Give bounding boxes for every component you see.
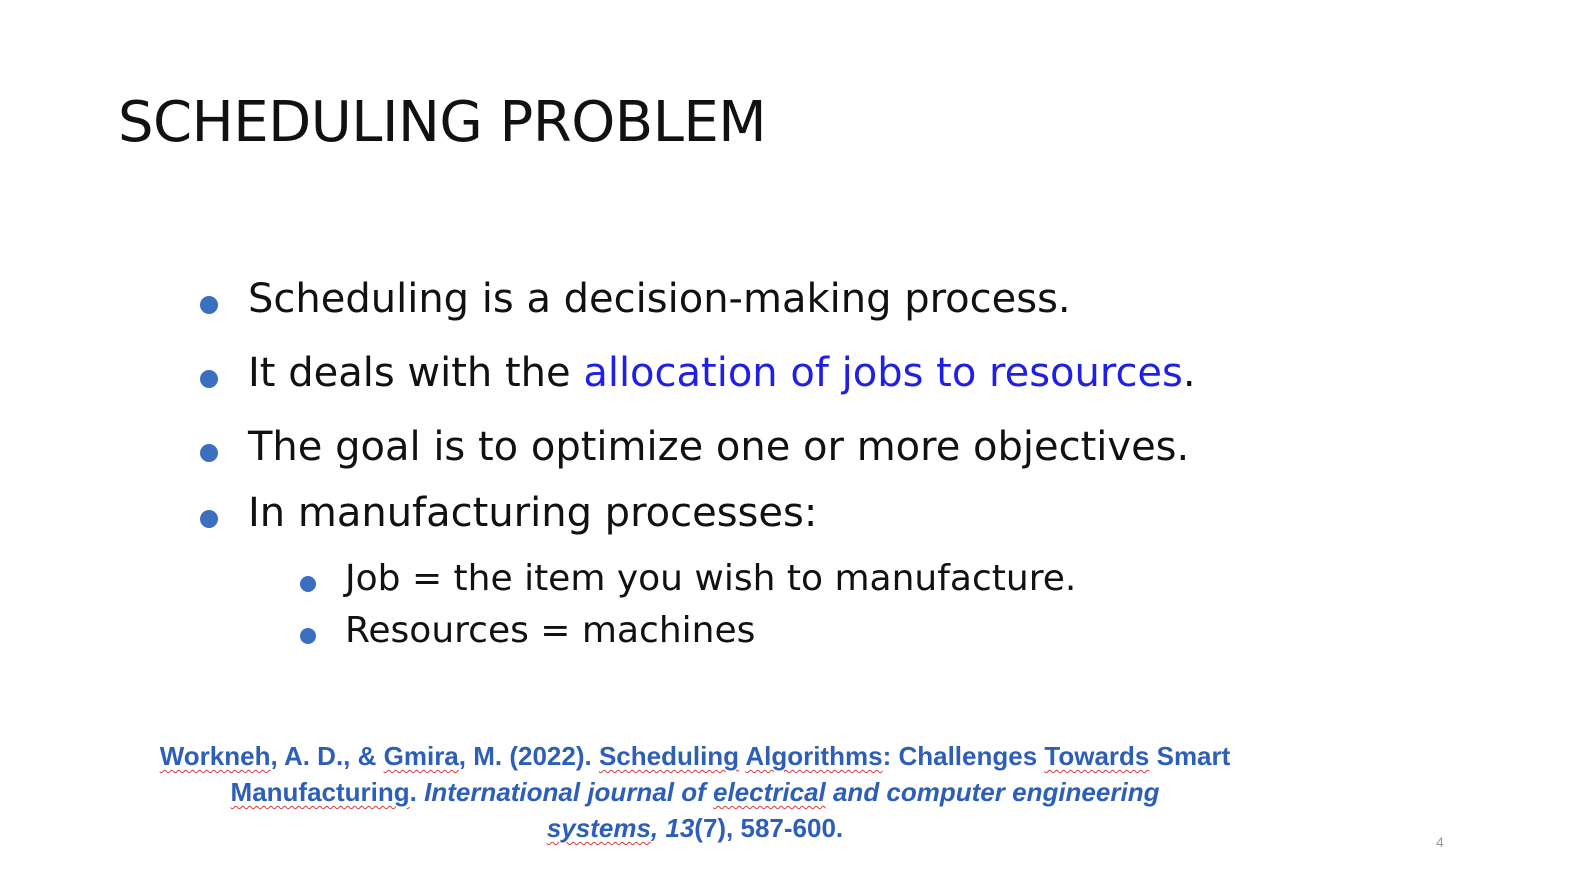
- reference-journal: International journal of: [424, 777, 713, 807]
- reference-journal-word: systems: [546, 813, 651, 843]
- bullet-dot-icon: [200, 444, 218, 462]
- reference-title-word: Algorithms: [745, 741, 883, 771]
- bullet-dot-icon: [200, 296, 218, 314]
- reference-title-word: Manufacturing: [230, 777, 410, 807]
- reference-text: .: [409, 777, 425, 807]
- reference-text: , A. D., &: [270, 741, 384, 771]
- slide-title: SCHEDULING PROBLEM: [118, 90, 767, 155]
- reference-citation: Workneh, A. D., & Gmira, M. (2022). Sche…: [60, 738, 1330, 846]
- reference-journal-word: electrical: [713, 777, 826, 807]
- reference-title-word: Towards: [1044, 741, 1150, 771]
- bullet-text: In manufacturing processes:: [248, 490, 818, 536]
- bullet-text: The goal is to optimize one or more obje…: [248, 424, 1190, 470]
- reference-author: Workneh: [159, 741, 271, 771]
- bullet-text: Scheduling is a decision-making process.: [248, 276, 1071, 322]
- highlighted-phrase: allocation of jobs to resources: [583, 350, 1183, 396]
- bullet-dot-icon: [300, 628, 316, 644]
- page-number: 4: [1436, 834, 1444, 850]
- reference-issue-pages: (7), 587-600.: [694, 813, 844, 843]
- bullet-text: It deals with the allocation of jobs to …: [248, 350, 1196, 396]
- reference-text: , M. (2022).: [458, 741, 599, 771]
- reference-volume: , 13: [650, 813, 695, 843]
- bullet-dot-icon: [300, 576, 316, 592]
- reference-text: : Challenges: [882, 741, 1045, 771]
- bullet-text-suffix: .: [1182, 350, 1196, 396]
- sub-bullet-text: Resources = machines: [345, 610, 756, 651]
- reference-author: Gmira: [383, 741, 459, 771]
- bullet-dot-icon: [200, 510, 218, 528]
- reference-title-word: Scheduling: [598, 741, 740, 771]
- bullet-text-prefix: It deals with the: [248, 350, 584, 396]
- sub-bullet-text: Job = the item you wish to manufacture.: [345, 558, 1077, 599]
- bullet-dot-icon: [200, 370, 218, 388]
- reference-journal: and computer engineering: [825, 777, 1160, 807]
- reference-text: Smart: [1149, 741, 1231, 771]
